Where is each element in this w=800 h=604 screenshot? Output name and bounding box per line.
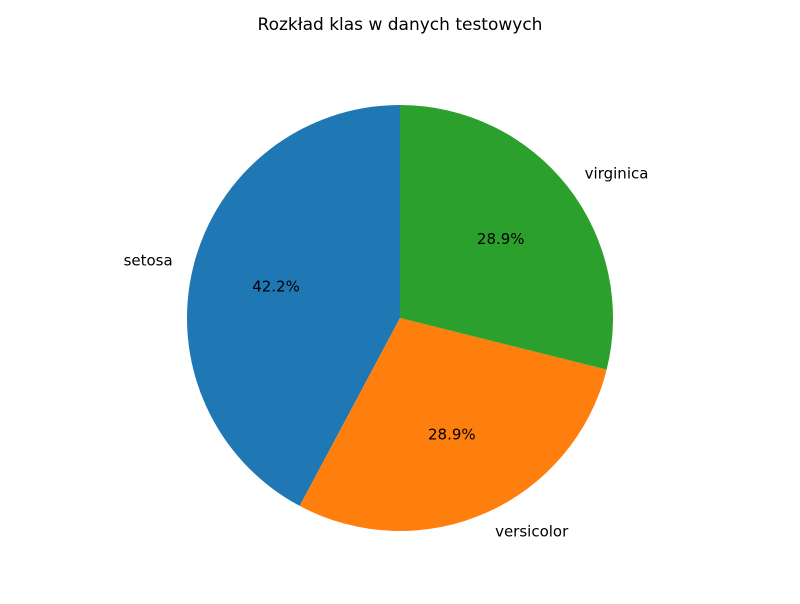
slice-label-virginica: virginica bbox=[585, 164, 649, 182]
slice-label-versicolor: versicolor bbox=[495, 523, 569, 541]
pie-slice-versicolor bbox=[299, 318, 607, 532]
pie-slice-setosa bbox=[186, 104, 400, 506]
slice-percent-setosa: 42.2% bbox=[252, 277, 300, 295]
slice-label-setosa: setosa bbox=[124, 252, 173, 270]
slice-percent-versicolor: 28.9% bbox=[428, 425, 476, 443]
pie-slices bbox=[186, 104, 614, 532]
pie-slice-virginica bbox=[400, 105, 614, 370]
pie-percent-labels: 42.2% 28.9% 28.9% bbox=[252, 230, 524, 443]
slice-percent-virginica: 28.9% bbox=[477, 230, 525, 248]
chart-title: Rozkład klas w danych testowych bbox=[258, 15, 543, 35]
pie-category-labels: setosa versicolor virginica bbox=[124, 164, 649, 540]
